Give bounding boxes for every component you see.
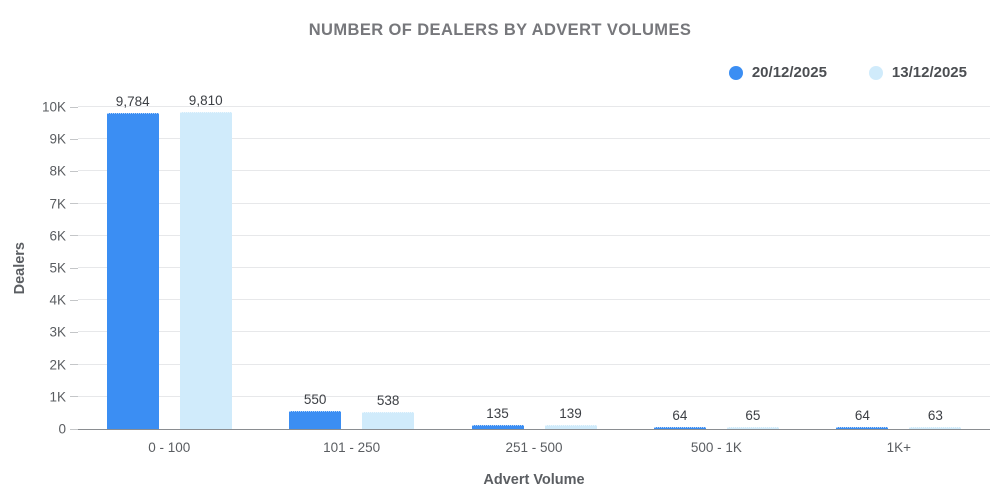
bar-value-label: 65 <box>745 407 761 423</box>
bar-group-5: 64 63 <box>808 107 990 429</box>
bar-20/12/2025-0-100[interactable]: 9,784 <box>106 94 159 429</box>
bar-20/12/2025-101-250[interactable]: 550 <box>289 392 342 429</box>
y-tick-label-8K: 8K <box>49 163 66 179</box>
gridline-4K <box>78 299 990 301</box>
bar-value-label: 538 <box>376 392 400 408</box>
x-category-label-5: 1K+ <box>886 440 912 455</box>
y-tick-label-1K: 1K <box>49 389 66 405</box>
legend-item-13/12/2025[interactable]: 13/12/2025 <box>868 64 967 81</box>
y-axis-title: Dealers <box>12 242 28 295</box>
y-tick-label-10K: 10K <box>41 99 66 115</box>
bar-group-2: 550 538 <box>260 107 442 429</box>
plot-area: 0 1K 2K 3K 4K 5K 6K 7K 8K 9K 10K 9,784 9,810 550 538 1… <box>42 93 990 437</box>
bar-value-label: 550 <box>303 392 327 408</box>
y-tick-mark-0 <box>70 428 78 430</box>
y-tick-label-2K: 2K <box>49 357 66 373</box>
y-tick-mark-3K <box>70 331 78 333</box>
bar-20/12/2025-1K+[interactable]: 64 <box>836 408 889 429</box>
y-tick-label-3K: 3K <box>49 324 66 340</box>
bar-13/12/2025-101-250[interactable]: 538 <box>362 393 415 429</box>
y-tick-label-5K: 5K <box>49 260 66 276</box>
chart-title: NUMBER OF DEALERS BY ADVERT VOLUMES <box>308 21 692 39</box>
legend-dot-icon <box>728 65 743 80</box>
legend-dot-icon <box>868 65 883 80</box>
legend-label: 13/12/2025 <box>891 64 967 81</box>
gridline-5K <box>78 267 990 268</box>
bar-20/12/2025-251-500[interactable]: 135 <box>471 406 524 429</box>
y-tick-mark-2K <box>70 364 78 366</box>
bar-13/12/2025-0-100[interactable]: 9,810 <box>179 93 232 429</box>
y-tick-mark-6K <box>70 235 78 237</box>
y-tick-label-9K: 9K <box>49 131 66 147</box>
y-tick-mark-8K <box>70 170 78 172</box>
gridline-10K <box>78 106 990 107</box>
bar-value-label: 9,784 <box>115 93 150 109</box>
gridline-2K <box>78 363 990 365</box>
legend-label: 20/12/2025 <box>751 64 827 81</box>
y-tick-mark-10K <box>70 106 78 108</box>
y-tick-mark-9K <box>70 138 78 140</box>
bar-group-4: 64 65 <box>625 107 807 429</box>
gridline-1K <box>78 395 990 397</box>
gridline-8K <box>78 170 990 172</box>
x-axis-category-labels: 0 - 100 101 - 250 251 - 500 500 - 1K 1K+ <box>78 440 990 455</box>
y-tick-label-4K: 4K <box>49 292 66 308</box>
bar-groups: 9,784 9,810 550 538 135 139 64 65 64 63 <box>78 93 990 429</box>
y-tick-mark-5K <box>70 267 78 269</box>
bar-group-1: 9,784 9,810 <box>78 93 260 429</box>
bar-value-label: 63 <box>927 407 943 423</box>
bar-13/12/2025-1K+[interactable]: 63 <box>909 408 962 429</box>
y-tick-label-6K: 6K <box>49 228 66 244</box>
gridline-3K <box>78 331 990 333</box>
bar-13/12/2025-251-500[interactable]: 139 <box>544 406 597 429</box>
gridline-9K <box>78 138 990 140</box>
bar-value-label: 64 <box>854 407 870 423</box>
bar-value-label: 139 <box>559 405 582 421</box>
x-category-label-2: 101 - 250 <box>323 440 381 455</box>
legend-item-20/12/2025[interactable]: 20/12/2025 <box>728 64 827 81</box>
gridline-6K <box>78 234 990 236</box>
y-tick-mark-4K <box>70 299 78 301</box>
x-category-label-3: 251 - 500 <box>505 440 563 455</box>
y-tick-label-0: 0 <box>58 421 66 437</box>
bar-group-3: 135 139 <box>443 107 625 429</box>
y-tick-label-7K: 7K <box>49 196 66 212</box>
y-axis-title-wrap: Dealers <box>6 107 34 430</box>
bar-value-label: 64 <box>672 407 688 423</box>
bar-20/12/2025-500-1K[interactable]: 64 <box>653 408 706 429</box>
chart-legend: 20/12/2025 13/12/2025 <box>728 64 967 81</box>
bar-13/12/2025-500-1K[interactable]: 65 <box>726 408 779 429</box>
gridline-7K <box>78 202 990 204</box>
bar-value-label: 9,810 <box>188 93 223 109</box>
x-axis-title: Advert Volume <box>483 472 585 488</box>
y-tick-mark-7K <box>70 203 78 205</box>
bar-value-label: 135 <box>486 405 509 421</box>
y-tick-mark-1K <box>70 396 78 398</box>
x-category-label-4: 500 - 1K <box>690 440 742 455</box>
x-category-label-1: 0 - 100 <box>148 440 191 455</box>
